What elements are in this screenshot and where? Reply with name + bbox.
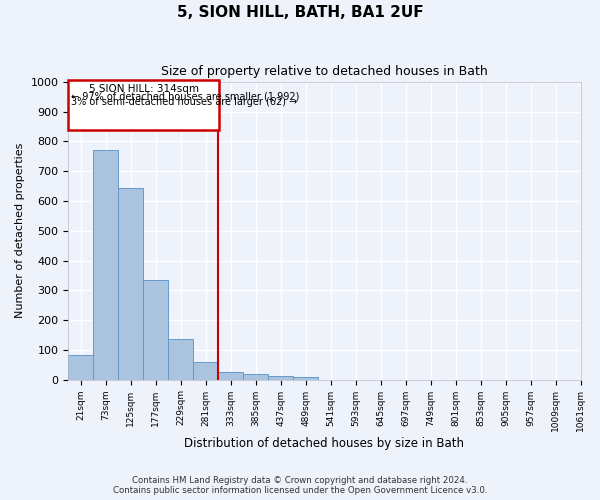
Title: Size of property relative to detached houses in Bath: Size of property relative to detached ho… <box>161 65 488 78</box>
Bar <box>293 376 318 380</box>
Bar <box>243 374 268 380</box>
FancyBboxPatch shape <box>68 80 220 130</box>
X-axis label: Distribution of detached houses by size in Bath: Distribution of detached houses by size … <box>184 437 464 450</box>
Text: ← 97% of detached houses are smaller (1,992): ← 97% of detached houses are smaller (1,… <box>71 92 299 102</box>
Bar <box>93 150 118 380</box>
Text: 3% of semi-detached houses are larger (62) →: 3% of semi-detached houses are larger (6… <box>71 98 297 108</box>
Bar <box>68 355 93 380</box>
Text: 5 SION HILL: 314sqm: 5 SION HILL: 314sqm <box>89 84 199 94</box>
Bar <box>193 362 218 380</box>
Bar <box>143 280 168 380</box>
Text: 5, SION HILL, BATH, BA1 2UF: 5, SION HILL, BATH, BA1 2UF <box>176 5 424 20</box>
Bar <box>218 372 243 380</box>
Bar <box>118 188 143 380</box>
Bar <box>168 340 193 380</box>
Text: Contains HM Land Registry data © Crown copyright and database right 2024.
Contai: Contains HM Land Registry data © Crown c… <box>113 476 487 495</box>
Y-axis label: Number of detached properties: Number of detached properties <box>15 143 25 318</box>
Bar <box>268 376 293 380</box>
